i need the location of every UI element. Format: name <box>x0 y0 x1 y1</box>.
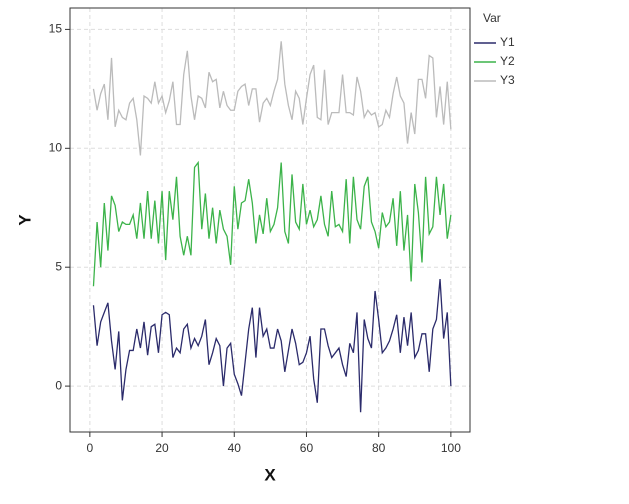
legend-title: Var <box>483 11 501 25</box>
x-tick-label: 80 <box>372 441 386 455</box>
x-axis-title: X <box>264 465 276 484</box>
x-tick-label: 40 <box>228 441 242 455</box>
y-axis-title: Y <box>15 214 34 226</box>
x-tick-label: 20 <box>155 441 169 455</box>
series-line <box>92 279 452 413</box>
plot-frame <box>69 7 471 433</box>
legend-label: Y1 <box>500 35 515 49</box>
x-tick-label: 0 <box>87 441 94 455</box>
legend-label: Y3 <box>500 73 515 87</box>
y-tick-label: 15 <box>49 22 63 36</box>
x-tick-label: 60 <box>300 441 314 455</box>
series-line <box>92 41 452 156</box>
series-line <box>92 160 452 287</box>
y-tick-label: 10 <box>49 140 63 154</box>
x-tick-label: 100 <box>441 441 461 455</box>
y-tick-label: 5 <box>55 259 62 273</box>
y-tick-label: 0 <box>55 378 62 392</box>
legend-label: Y2 <box>500 54 515 68</box>
